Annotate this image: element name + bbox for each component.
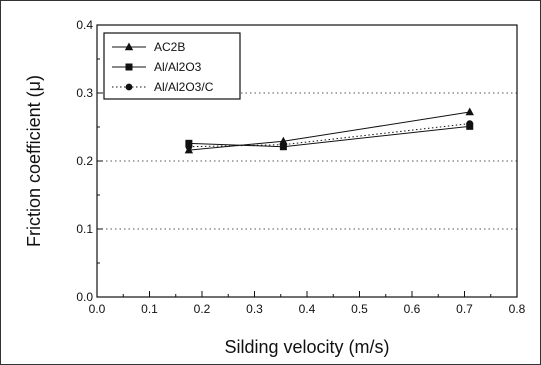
y-tick-label: 0.3 xyxy=(76,86,93,100)
axes: 0.0 0.1 0.2 0.3 0.4 0.5 0.6 0.7 0.8 0.0 0.1 0.2 0.3 0… xyxy=(76,18,525,316)
x-tick-label: 0.5 xyxy=(351,302,368,316)
legend-label: Al/Al2O3 xyxy=(154,60,202,74)
x-tick-label: 0.2 xyxy=(194,302,211,316)
x-tick-label: 0.4 xyxy=(299,302,316,316)
data-point-circle xyxy=(185,143,193,151)
y-axis-title: Friction coefficient (μ) xyxy=(24,75,44,247)
data-point-circle xyxy=(466,120,474,127)
x-axis-title: Silding velocity (m/s) xyxy=(224,337,389,357)
legend-marker-circle xyxy=(125,83,133,91)
x-tick-label: 0.7 xyxy=(456,302,473,316)
x-tick-label: 0.6 xyxy=(404,302,421,316)
y-tick-label: 0.0 xyxy=(76,290,93,304)
legend: AC2B Al/Al2O3 Al/Al2O3/C xyxy=(103,32,241,100)
data-point-circle xyxy=(279,141,287,149)
x-tick-label: 0.8 xyxy=(509,302,526,316)
x-tick-label: 0.0 xyxy=(89,302,106,316)
legend-label: Al/Al2O3/C xyxy=(154,80,214,94)
data-point-triangle xyxy=(465,107,474,116)
x-tick-label: 0.1 xyxy=(141,302,158,316)
legend-marker-square xyxy=(125,63,133,71)
x-tick-label: 0.3 xyxy=(246,302,263,316)
y-tick-label: 0.4 xyxy=(76,18,93,32)
series-layer xyxy=(184,107,474,154)
legend-label: AC2B xyxy=(154,40,185,54)
legend-marker-triangle xyxy=(124,42,134,51)
y-tick-label: 0.2 xyxy=(76,154,93,168)
y-tick-label: 0.1 xyxy=(76,222,93,236)
